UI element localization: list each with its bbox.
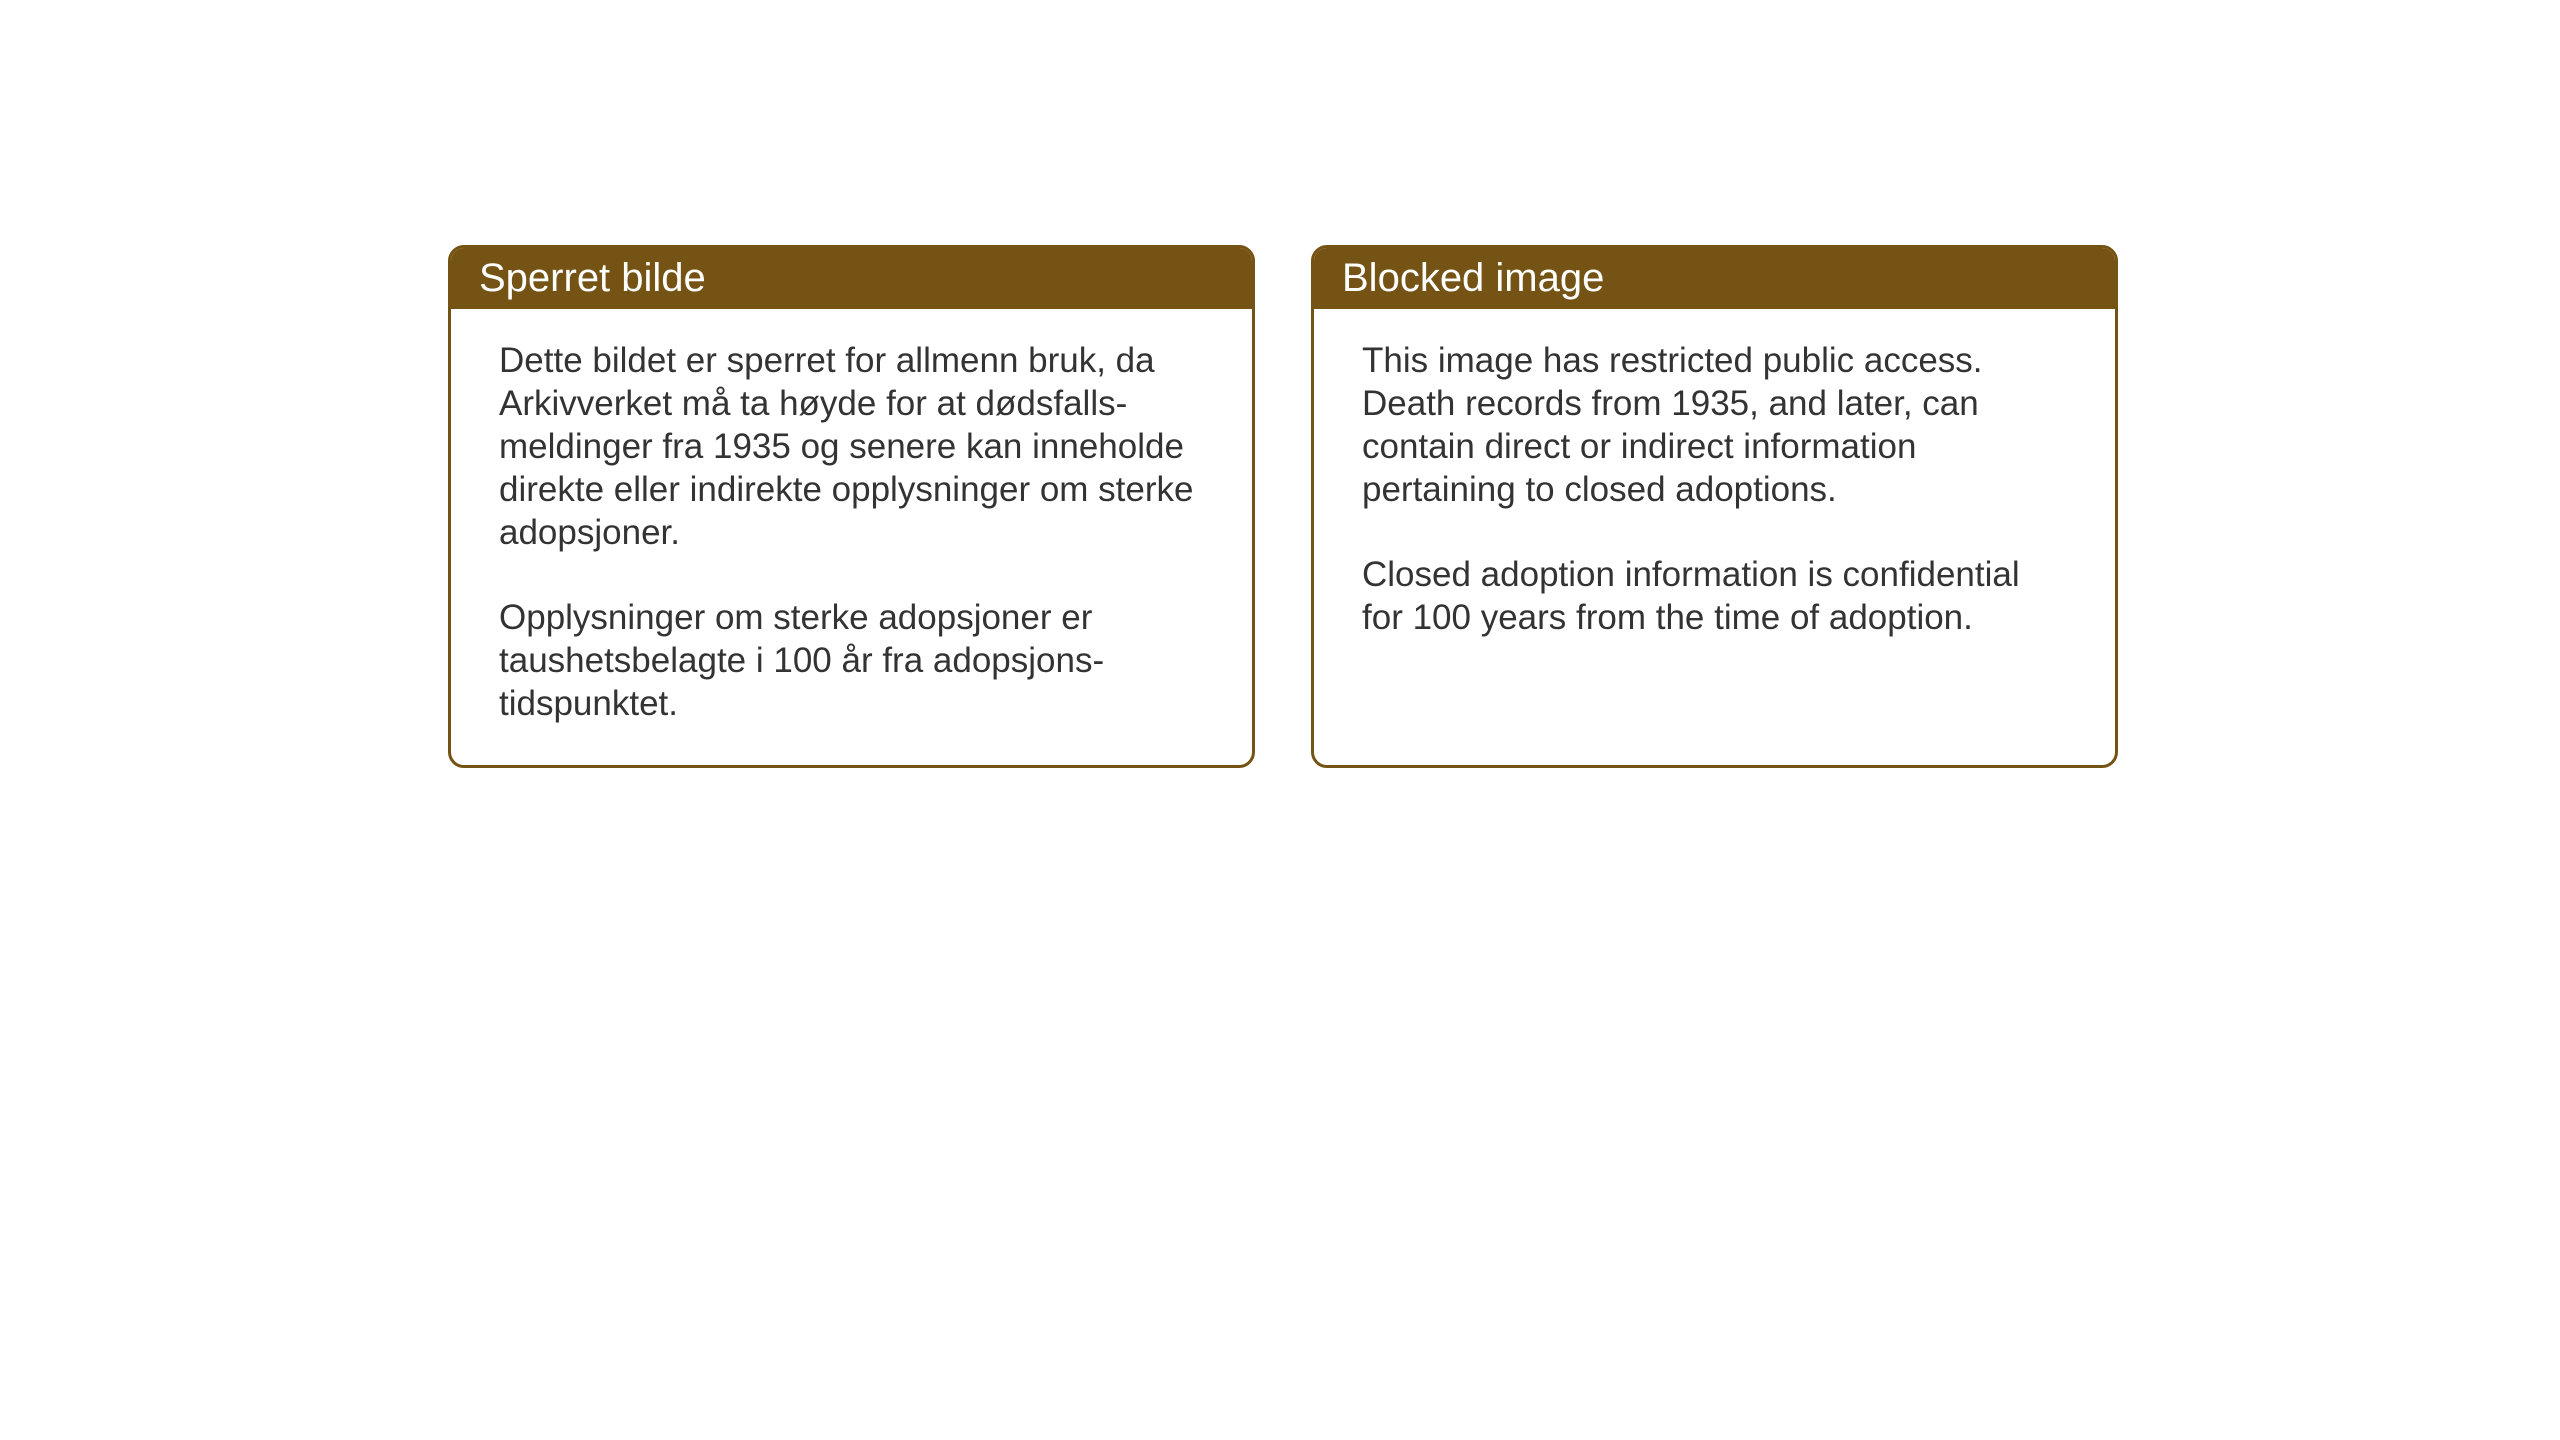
notice-paragraph: Dette bildet er sperret for allmenn bruk…	[499, 339, 1204, 554]
notice-header-norwegian: Sperret bilde	[451, 248, 1252, 309]
notice-header-english: Blocked image	[1314, 248, 2115, 309]
notice-paragraph: This image has restricted public access.…	[1362, 339, 2067, 511]
notice-box-norwegian: Sperret bilde Dette bildet er sperret fo…	[448, 245, 1255, 768]
notice-paragraph: Closed adoption information is confident…	[1362, 553, 2067, 639]
notices-container: Sperret bilde Dette bildet er sperret fo…	[448, 245, 2118, 768]
notice-box-english: Blocked image This image has restricted …	[1311, 245, 2118, 768]
notice-body-english: This image has restricted public access.…	[1314, 309, 2115, 679]
notice-paragraph: Opplysninger om sterke adopsjoner er tau…	[499, 596, 1204, 725]
notice-body-norwegian: Dette bildet er sperret for allmenn bruk…	[451, 309, 1252, 765]
